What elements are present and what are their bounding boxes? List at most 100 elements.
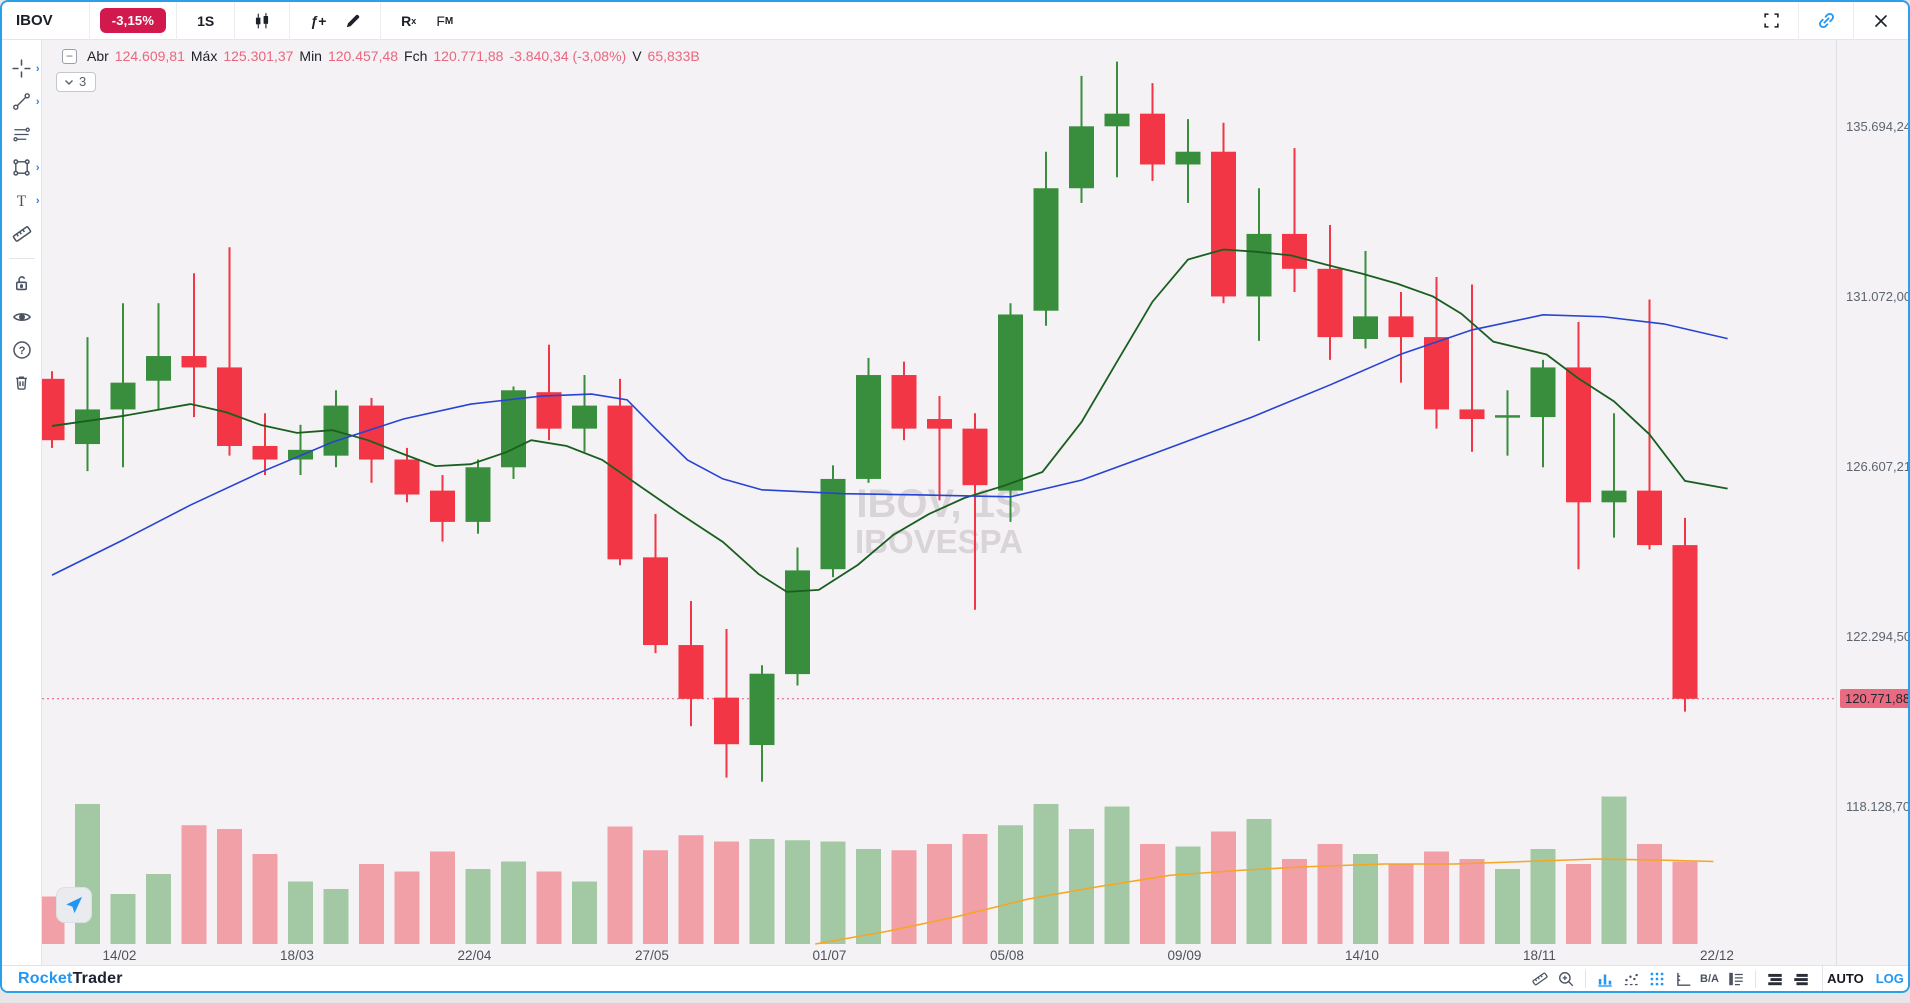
measure-ruler-icon[interactable] [1527,967,1553,991]
volume-bar [75,804,100,944]
log-scale-toggle[interactable]: LOG [1875,971,1904,986]
price-tick: 126.607,21 [1846,459,1910,474]
candle-body [678,645,704,699]
candle-body [252,445,278,460]
svg-text:T: T [17,193,27,210]
eye-tool[interactable] [2,300,42,333]
volume-bar [643,850,668,944]
help-tool[interactable]: ? [2,333,42,366]
symbol-label[interactable]: IBOV [16,12,53,29]
open-value: 124.609,81 [114,48,185,64]
rows-icon[interactable] [1762,967,1788,991]
indicators-collapsed-pill[interactable]: 3 [56,72,97,92]
parallel-lines-tool[interactable] [2,118,42,151]
candle-body [1353,316,1378,339]
volume-value: 65,833B [647,48,700,64]
volume-bar [323,889,349,944]
last-price-badge: 120.771,88 [1840,688,1908,708]
fullscreen-icon[interactable] [1754,6,1788,36]
candle-body [607,405,633,560]
dots-grid-icon[interactable] [1644,967,1670,991]
brand-secondary: Trader [72,969,123,987]
volume-bar [536,871,562,944]
rectangle-tool[interactable]: › [2,151,42,184]
volume-bar [927,844,952,944]
collapse-legend-icon[interactable]: − [62,48,77,64]
svg-text:?: ? [18,345,25,357]
list-icon[interactable] [1723,967,1749,991]
candle-body [891,375,917,429]
watermark-exchange: IBOVESPA [855,523,1023,560]
open-label: Abr [87,48,109,64]
close-icon[interactable] [1864,6,1898,36]
volume-bar [678,835,704,944]
crosshair-tool[interactable]: › [2,52,42,85]
candle-body [1672,545,1698,699]
pencil-icon[interactable] [336,6,370,36]
chevron-right-icon[interactable]: › [35,194,40,207]
time-axis-label: 09/09 [1168,948,1202,963]
price-axis[interactable]: 135.694,24 131.072,00 126.607,21 122.294,50… [1836,40,1908,965]
candle-body [749,673,775,746]
chevron-down-icon [65,79,73,85]
indicators-button[interactable]: ƒ+ [310,12,327,29]
chevron-right-icon[interactable]: › [35,95,40,108]
volume-bar [465,869,491,944]
lock-tool[interactable] [2,267,42,300]
volume-bar [1246,819,1272,944]
volume-bar [1601,796,1627,944]
trash-tool[interactable] [2,366,42,399]
brand-primary: Rocket [18,969,73,987]
volume-bar [217,829,242,944]
candle-body [394,459,420,495]
navigate-button[interactable] [56,887,92,923]
volume-bar [1282,859,1307,944]
text-tool[interactable]: T › [2,184,42,217]
bar-chart-icon[interactable] [1592,967,1618,991]
change-value: -3.840,34 (-3,08%) [509,48,627,64]
candle-body [643,557,668,646]
link-icon[interactable] [1809,6,1843,36]
volume-bar [1530,849,1556,944]
chevron-right-icon[interactable]: › [35,161,40,174]
axis-scale-icon[interactable] [1670,967,1696,991]
candle-body [1601,490,1627,503]
volume-bar [998,825,1023,944]
candle-body [430,490,455,522]
change-badge[interactable]: -3,15% [99,8,167,33]
candle-body [465,467,491,522]
volume-ma-line [815,858,1714,945]
top-toolbar-right [1754,2,1898,40]
volume-bar [430,851,455,944]
chart-background [42,40,1836,965]
ruler-tool[interactable] [2,217,42,250]
candle-body [1459,409,1485,420]
bid-ask-button[interactable]: B/A [1700,972,1719,985]
volume-bar [1104,806,1130,944]
chart-pane[interactable]: IBOV, 1S IBOVESPA 14/02 18/03 22/04 27/05 01/0… [42,40,1836,965]
candle-body [75,409,100,445]
auto-scale-toggle[interactable]: AUTO [1827,971,1864,986]
candle-body [110,382,136,410]
trend-line-tool[interactable]: › [2,85,42,118]
indicators-count: 3 [79,74,87,89]
timeframe-button[interactable]: 1S [197,12,215,29]
chevron-right-icon[interactable]: › [35,62,40,75]
volume-bar [1033,804,1059,944]
toolbar-separator [1585,969,1587,988]
candle-body [1317,268,1343,338]
rows2-icon[interactable] [1788,967,1814,991]
scatter-chart-icon[interactable] [1618,967,1644,991]
candles-style-icon[interactable] [245,6,279,36]
volume-bar [501,861,526,944]
candle-body [536,392,562,429]
low-value: 120.457,48 [327,48,399,64]
volume-bar [1175,846,1201,944]
toolbar-separator [289,2,291,40]
candle-body [181,356,207,368]
volume-bar [714,841,739,944]
zoom-in-icon[interactable] [1553,967,1579,991]
